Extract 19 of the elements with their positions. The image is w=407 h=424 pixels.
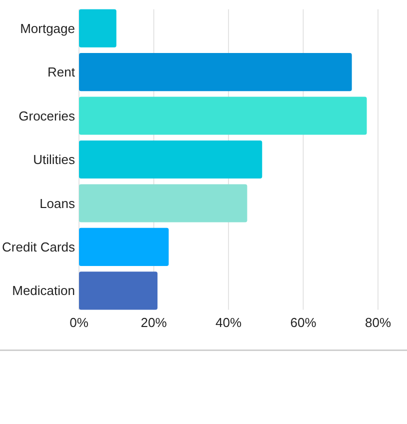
y-tick-label: Medication <box>12 283 75 298</box>
y-tick-label: Mortgage <box>20 20 75 36</box>
bar <box>79 53 352 92</box>
x-tick-label: 40% <box>215 314 242 330</box>
y-tick-label: Loans <box>40 196 76 211</box>
bar <box>79 9 116 48</box>
y-tick-label: Utilities <box>33 152 76 168</box>
bar <box>79 228 169 266</box>
y-tick-label: Credit Cards <box>2 239 76 254</box>
y-tick-label: Groceries <box>18 108 76 124</box>
bar <box>79 184 248 222</box>
x-tick-label: 60% <box>290 314 317 330</box>
y-tick-label: Rent <box>48 64 76 80</box>
x-tick-label: 80% <box>364 314 392 330</box>
bar <box>79 272 158 310</box>
x-tick-label: 20% <box>140 314 168 330</box>
x-tick-label: 0% <box>70 314 89 330</box>
bar <box>79 140 262 179</box>
bar <box>79 96 367 135</box>
